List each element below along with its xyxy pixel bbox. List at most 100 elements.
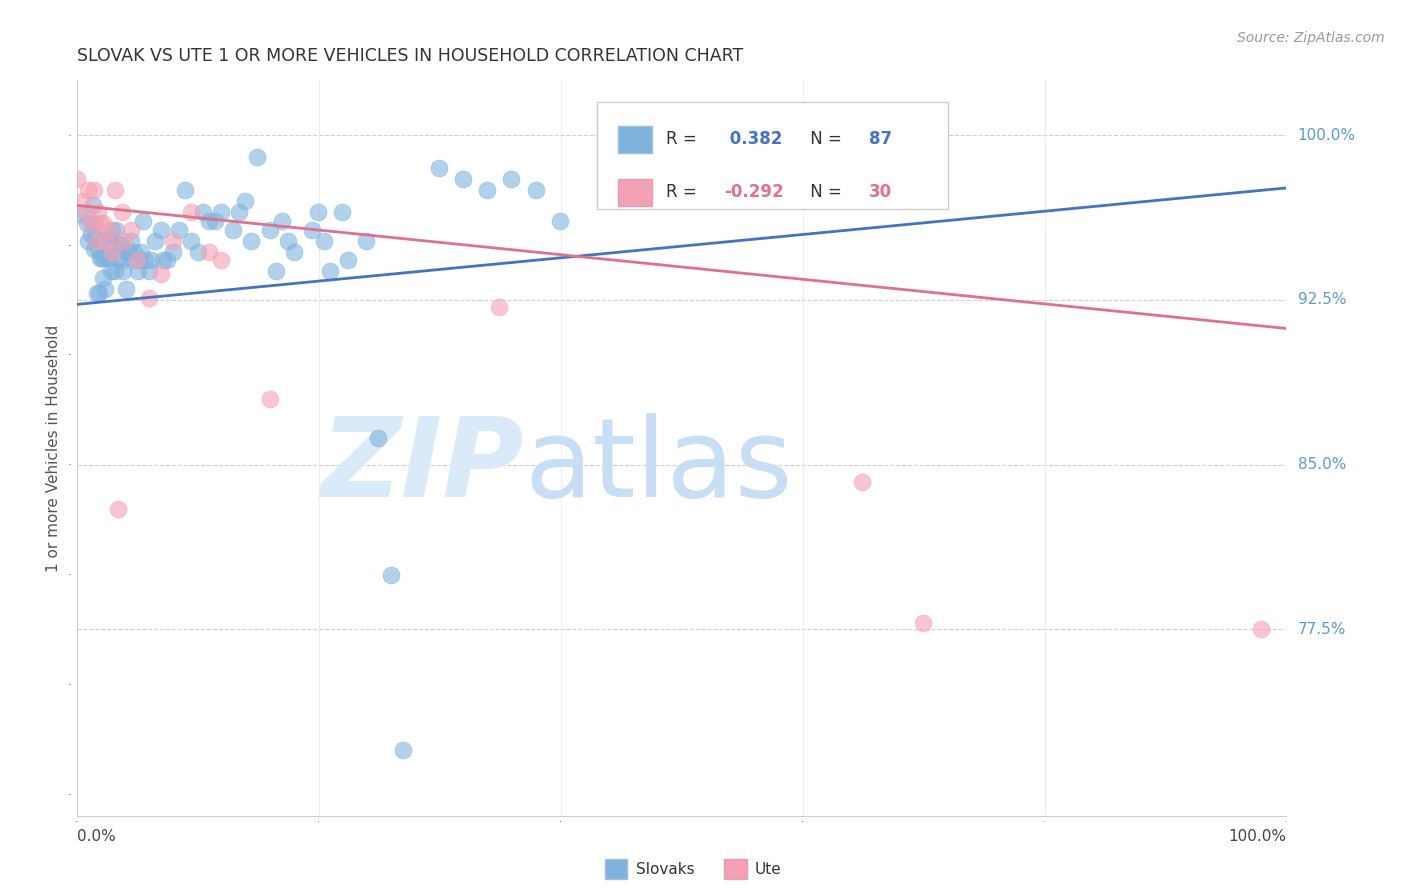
Point [270, 214, 292, 228]
Point [156, 253, 179, 268]
Point [77, 183, 100, 197]
Point [669, 172, 692, 186]
Point [96, 231, 118, 245]
Point [204, 214, 226, 228]
Point [312, 234, 335, 248]
Text: 100.0%: 100.0% [1298, 128, 1355, 143]
Point [209, 205, 232, 219]
Point [180, 205, 202, 219]
Point [162, 234, 184, 248]
Point [76, 216, 98, 230]
Point [86, 234, 108, 248]
Point [91, 271, 114, 285]
Point [127, 264, 149, 278]
Point [110, 238, 132, 252]
Point [75, 205, 97, 219]
Text: 30: 30 [869, 183, 893, 201]
Text: 77.5%: 77.5% [1298, 622, 1346, 637]
Text: -0.292: -0.292 [724, 183, 785, 201]
Point [152, 253, 174, 268]
Point [108, 238, 131, 252]
Point [98, 222, 121, 236]
Point [120, 222, 142, 236]
Point [138, 264, 160, 278]
Point [89, 216, 111, 230]
Point [427, 161, 450, 176]
FancyBboxPatch shape [617, 126, 652, 153]
Point [104, 183, 127, 197]
Point [367, 431, 389, 445]
Point [240, 234, 263, 248]
Point [128, 253, 150, 268]
Point [70, 194, 93, 208]
Point [98, 238, 121, 252]
Text: ZIP: ZIP [321, 413, 524, 520]
Point [162, 244, 184, 259]
Point [91, 216, 114, 230]
Point [83, 216, 105, 230]
Point [114, 282, 136, 296]
Point [101, 244, 124, 259]
Point [548, 214, 571, 228]
Point [103, 238, 125, 252]
Point [488, 300, 510, 314]
Point [222, 222, 245, 236]
Y-axis label: 1 or more Vehicles in Household: 1 or more Vehicles in Household [46, 325, 60, 572]
Point [79, 216, 101, 230]
Text: atlas: atlas [524, 413, 793, 520]
Text: Slovaks: Slovaks [636, 863, 695, 877]
Point [131, 214, 153, 228]
Point [139, 253, 162, 268]
Text: N =: N = [806, 183, 848, 201]
Point [83, 183, 105, 197]
Point [89, 251, 111, 265]
Text: SLOVAK VS UTE 1 OR MORE VEHICLES IN HOUSEHOLD CORRELATION CHART: SLOVAK VS UTE 1 OR MORE VEHICLES IN HOUS… [77, 47, 744, 65]
Point [330, 205, 353, 219]
Point [87, 205, 110, 219]
Point [191, 205, 214, 219]
Point [69, 207, 91, 221]
Point [319, 264, 342, 278]
Point [97, 234, 120, 248]
Point [122, 253, 145, 268]
Point [86, 286, 108, 301]
Point [100, 264, 122, 278]
Point [87, 286, 110, 301]
Point [93, 251, 115, 265]
Point [501, 172, 523, 186]
Point [66, 172, 89, 186]
Point [693, 172, 716, 186]
Text: Ute: Ute [755, 863, 782, 877]
Point [477, 183, 499, 197]
Point [259, 392, 281, 406]
Point [114, 234, 136, 248]
Point [451, 172, 474, 186]
Point [1250, 623, 1272, 637]
Point [82, 198, 104, 212]
Point [356, 234, 378, 248]
Point [111, 253, 134, 268]
Point [107, 251, 129, 265]
Point [524, 183, 547, 197]
Point [111, 205, 134, 219]
Point [87, 243, 110, 257]
Text: 85.0%: 85.0% [1298, 458, 1346, 472]
Text: R =: R = [666, 183, 702, 201]
Point [283, 244, 305, 259]
Point [134, 253, 156, 268]
Point [307, 205, 329, 219]
Point [101, 222, 124, 236]
Point [235, 194, 257, 208]
Point [209, 253, 232, 268]
Point [259, 222, 281, 236]
Point [277, 234, 299, 248]
Point [851, 475, 873, 490]
Point [107, 501, 129, 516]
Text: Source: ZipAtlas.com: Source: ZipAtlas.com [1237, 31, 1385, 45]
Text: 0.0%: 0.0% [77, 830, 117, 845]
Point [112, 264, 135, 278]
FancyBboxPatch shape [598, 103, 948, 209]
Text: N =: N = [806, 130, 848, 148]
Point [79, 227, 101, 241]
Point [337, 253, 360, 268]
